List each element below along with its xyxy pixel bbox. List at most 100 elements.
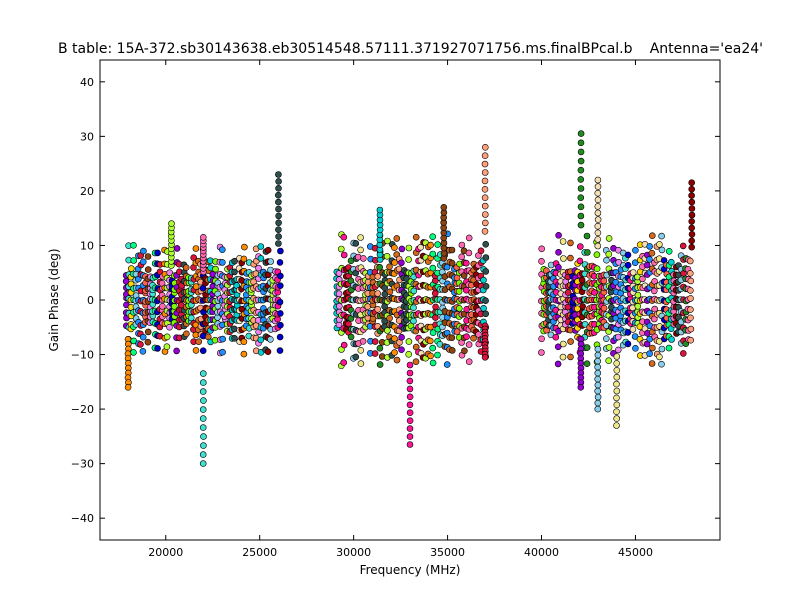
- data-point: [665, 248, 673, 255]
- data-point: [594, 176, 602, 184]
- data-point: [429, 264, 437, 272]
- data-point: [405, 350, 413, 358]
- data-point: [578, 276, 586, 284]
- data-point: [462, 259, 470, 267]
- data-point: [130, 349, 137, 356]
- data-point: [393, 235, 401, 242]
- data-point: [255, 264, 262, 272]
- data-point: [538, 257, 545, 265]
- data-point: [687, 295, 694, 302]
- data-point: [687, 287, 694, 294]
- data-point: [577, 203, 585, 211]
- data-point: [613, 415, 621, 422]
- data-point: [340, 341, 348, 349]
- data-point: [183, 330, 190, 338]
- data-point: [577, 212, 585, 220]
- data-point: [406, 393, 414, 401]
- data-point: [650, 287, 658, 295]
- data-point: [240, 255, 248, 263]
- data-point: [277, 247, 284, 255]
- data-point: [594, 345, 602, 353]
- data-point: [646, 256, 653, 263]
- data-point: [427, 241, 434, 249]
- y-axis-label: Gain Phase (deg): [47, 248, 61, 351]
- data-point: [391, 259, 398, 266]
- data-point: [386, 288, 394, 296]
- y-tick-label: 30: [80, 130, 94, 143]
- data-point: [481, 228, 489, 235]
- data-point: [406, 441, 414, 448]
- data-point: [458, 253, 466, 261]
- data-point: [658, 345, 666, 353]
- y-tick-label: 20: [80, 185, 94, 198]
- data-point: [410, 317, 417, 325]
- data-point: [240, 350, 248, 358]
- data-point: [605, 344, 613, 351]
- data-point: [583, 232, 591, 240]
- data-point: [605, 357, 613, 365]
- antenna-label: Antenna='ea24': [650, 41, 763, 57]
- x-tick-label: 45000: [618, 546, 653, 559]
- data-point: [144, 338, 152, 346]
- data-point: [559, 353, 567, 361]
- data-point: [231, 268, 238, 276]
- x-tick-label: 30000: [336, 546, 371, 559]
- data-point: [594, 399, 602, 407]
- data-point: [615, 258, 623, 266]
- data-point: [139, 333, 147, 341]
- data-point: [656, 353, 663, 361]
- data-point: [275, 205, 282, 213]
- data-point: [275, 171, 282, 178]
- data-point: [465, 249, 473, 257]
- data-point: [200, 397, 207, 404]
- data-point: [200, 370, 207, 377]
- data-point: [199, 415, 207, 422]
- data-point: [577, 157, 585, 165]
- data-point: [649, 344, 656, 352]
- data-point: [277, 272, 284, 280]
- data-point: [267, 336, 274, 343]
- data-point: [482, 268, 490, 275]
- data-point: [212, 265, 219, 273]
- data-point: [632, 247, 639, 254]
- data-point: [480, 276, 487, 284]
- data-point: [577, 130, 585, 137]
- data-point: [594, 405, 602, 413]
- data-point: [275, 226, 282, 233]
- data-point: [264, 348, 272, 356]
- data-point: [688, 211, 696, 219]
- data-point: [594, 357, 602, 365]
- data-point: [443, 361, 451, 368]
- data-point: [406, 385, 414, 393]
- data-point: [192, 245, 200, 252]
- data-point: [482, 297, 489, 305]
- data-point: [679, 242, 687, 250]
- data-point: [688, 179, 696, 186]
- y-tick-label: 40: [80, 76, 94, 89]
- data-point: [455, 305, 463, 312]
- data-point: [335, 270, 343, 277]
- y-tick-label: −40: [71, 512, 94, 525]
- data-point: [461, 347, 468, 355]
- data-point: [199, 406, 207, 413]
- data-point: [688, 218, 696, 225]
- data-point: [275, 198, 282, 206]
- data-point: [199, 451, 207, 458]
- data-point: [593, 251, 601, 258]
- data-point: [163, 333, 171, 341]
- data-point: [214, 302, 222, 310]
- data-point: [188, 314, 195, 322]
- data-point: [624, 329, 632, 336]
- chart-title: B table: 15A-372.sb30143638.eb30514548.5…: [58, 41, 633, 57]
- data-point: [386, 314, 393, 322]
- data-point: [560, 255, 567, 262]
- data-point: [384, 327, 391, 334]
- data-point: [648, 360, 656, 367]
- data-point: [594, 363, 602, 371]
- y-tick-label: 0: [87, 294, 94, 307]
- data-point: [686, 257, 694, 265]
- data-point: [276, 298, 284, 306]
- data-point: [614, 333, 622, 341]
- data-point: [405, 244, 413, 252]
- data-point: [257, 243, 265, 250]
